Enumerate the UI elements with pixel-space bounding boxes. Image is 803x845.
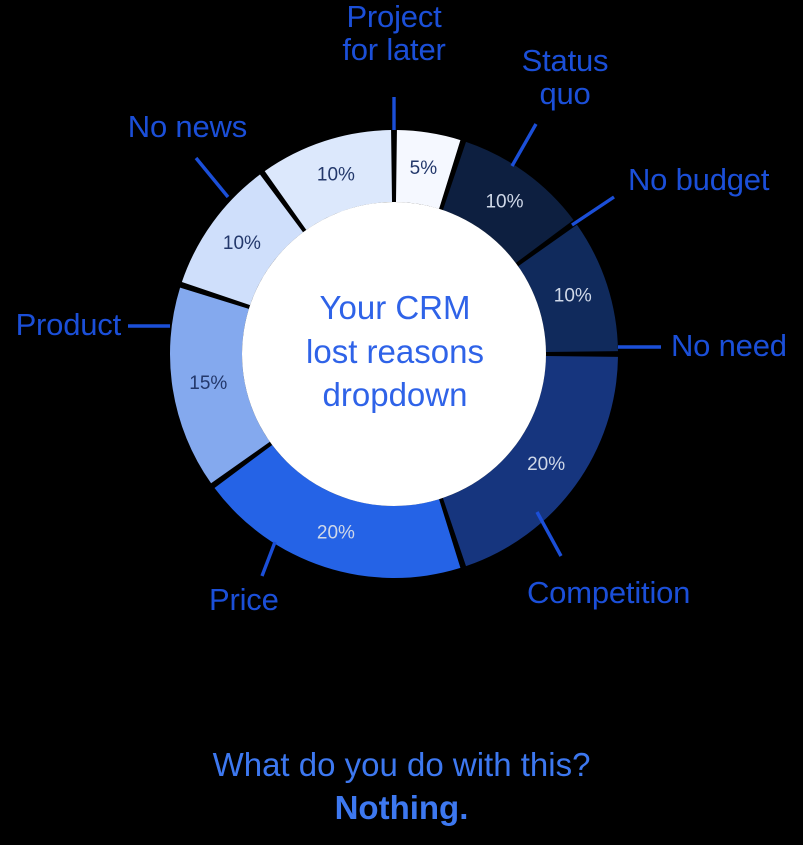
slice-percent-competition: 20% xyxy=(527,454,565,475)
slice-percent-product: 15% xyxy=(189,373,227,394)
slice-label-competition: Competition xyxy=(527,575,691,610)
slice-label-no-need: No need xyxy=(671,328,787,363)
slice-label-project-for-later: Project for later xyxy=(342,0,446,68)
donut-center-text: Your CRM lost reasons dropdown xyxy=(306,289,484,414)
donut-slice-no-need[interactable] xyxy=(518,224,618,353)
donut-slice-project-for-later[interactable] xyxy=(264,130,393,230)
donut-slice-competition[interactable] xyxy=(442,355,618,567)
leader-line-no-budget xyxy=(571,195,615,227)
leader-lines xyxy=(128,97,661,577)
caption-line-1: What do you do with this? xyxy=(212,746,591,783)
slice-percent-no-news: 10% xyxy=(223,233,261,254)
slice-percent-labels: 5% 10% 10% 20% 20% 15% 10% 10% xyxy=(189,158,592,543)
leader-line-status-quo xyxy=(510,123,538,167)
donut-slices xyxy=(170,130,618,578)
leader-line-no-news xyxy=(194,156,230,199)
slice-percent-project-for-later: 10% xyxy=(317,165,355,186)
slice-percent-status-quo: 5% xyxy=(410,158,438,179)
slice-percent-no-budget: 10% xyxy=(485,191,523,212)
leader-line-price xyxy=(260,541,277,577)
slice-label-status-quo: Status quo xyxy=(521,43,609,112)
donut-slice-price[interactable] xyxy=(214,444,461,578)
slice-label-no-budget: No budget xyxy=(628,162,770,197)
donut-slice-no-news[interactable] xyxy=(181,174,304,306)
slice-percent-no-need: 10% xyxy=(554,285,592,306)
donut-slice-product[interactable] xyxy=(170,287,270,484)
slice-label-no-news: No news xyxy=(127,109,247,144)
slice-label-product: Product xyxy=(15,307,122,342)
slice-percent-price: 20% xyxy=(317,522,355,543)
slice-label-price: Price xyxy=(209,582,279,617)
caption: What do you do with this? Nothing. xyxy=(0,744,803,830)
caption-line-2: Nothing. xyxy=(334,788,469,826)
donut-slice-status-quo[interactable] xyxy=(395,130,461,209)
donut-slice-no-budget[interactable] xyxy=(442,141,574,264)
leader-line-competition xyxy=(535,511,563,557)
donut-center-disc xyxy=(242,202,546,506)
